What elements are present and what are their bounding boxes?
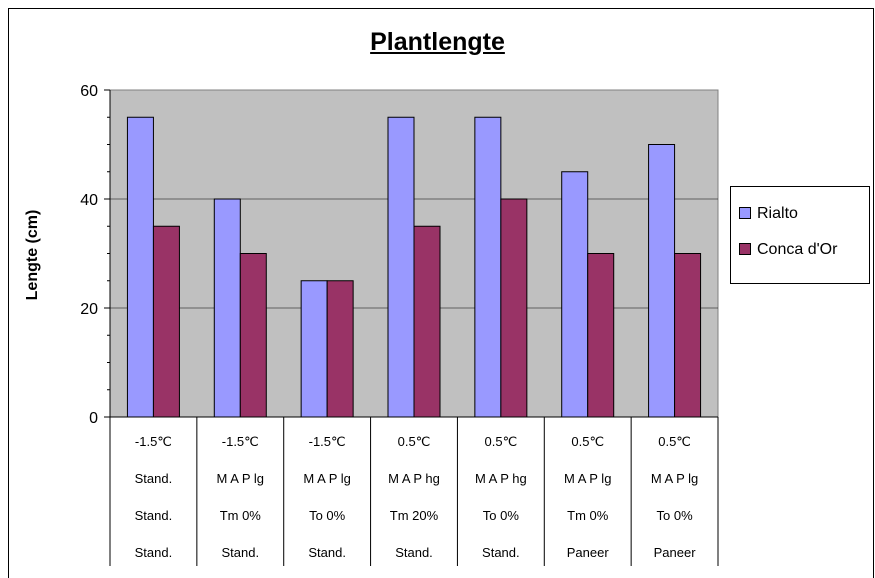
y-tick-label: 20 (80, 301, 98, 318)
category-label: To 0% (309, 508, 346, 523)
legend-label-conca: Conca d'Or (757, 241, 838, 258)
category-label: Paneer (567, 545, 610, 560)
bar-conca (413, 225, 441, 418)
category-label: -1.5℃ (309, 434, 346, 449)
y-tick-label: 60 (80, 83, 98, 100)
chart-title: Plantlengte (370, 28, 505, 56)
category-label: M A P lg (303, 471, 350, 486)
bar-rialto (474, 116, 502, 418)
category-label: Stand. (221, 545, 259, 560)
category-label: M A P lg (651, 471, 698, 486)
y-tick-label: 40 (80, 192, 98, 209)
category-label: Tm 20% (390, 508, 439, 523)
bar-rialto (387, 116, 415, 418)
bar-rialto (213, 198, 241, 418)
bar-rialto (126, 116, 154, 418)
category-label: Stand. (308, 545, 346, 560)
category-label: 0.5℃ (658, 434, 691, 449)
legend-item-rialto: Rialto (739, 205, 798, 223)
category-label: Stand. (395, 545, 433, 560)
category-label: Tm 0% (567, 508, 609, 523)
category-label: -1.5℃ (135, 434, 172, 449)
bar-conca (587, 253, 615, 418)
bar-rialto (300, 280, 328, 418)
chart-frame (8, 8, 874, 578)
category-label: To 0% (483, 508, 520, 523)
chart-plot: 0 20 40 60 -1.5℃ Stand. Stand. Stand. -1.5℃ M A P… (80, 83, 719, 566)
bar-rialto (561, 171, 589, 418)
category-label: Stand. (135, 508, 173, 523)
category-label: 0.5℃ (485, 434, 518, 449)
category-label: -1.5℃ (222, 434, 259, 449)
category-label: M A P lg (564, 471, 611, 486)
legend-label-rialto: Rialto (757, 205, 798, 222)
category-label: 0.5℃ (571, 434, 604, 449)
bar-conca (674, 253, 702, 418)
legend-swatch-rialto (739, 206, 751, 219)
bar-conca (239, 253, 267, 418)
bar-conca (500, 198, 528, 418)
legend-swatch-conca (739, 242, 751, 255)
category-label: Stand. (482, 545, 520, 560)
y-tick-label: 0 (89, 410, 98, 427)
legend: Rialto Conca d'Or (730, 186, 870, 284)
category-label: Stand. (135, 545, 173, 560)
legend-item-conca: Conca d'Or (739, 241, 837, 259)
category-label: 0.5℃ (398, 434, 431, 449)
category-label: Stand. (135, 471, 173, 486)
bar-rialto (648, 144, 676, 418)
category-label: M A P lg (217, 471, 264, 486)
category-label: M A P hg (475, 471, 527, 486)
category-label: Tm 0% (220, 508, 262, 523)
category-label: Paneer (654, 545, 697, 560)
bar-conca (152, 225, 180, 418)
bar-conca (326, 280, 354, 418)
category-label: To 0% (657, 508, 694, 523)
category-label: M A P hg (388, 471, 440, 486)
